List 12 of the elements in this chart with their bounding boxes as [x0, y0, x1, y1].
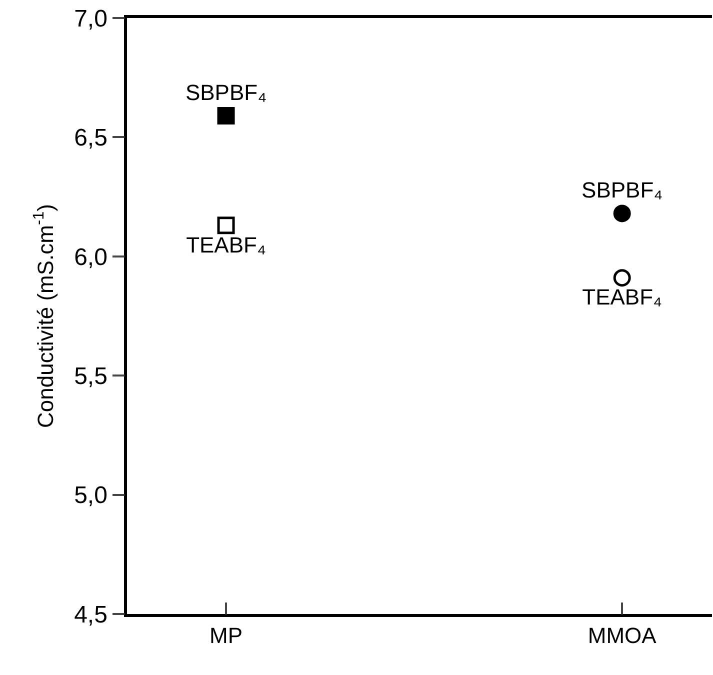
y-tick-label: 6,0 — [74, 244, 108, 271]
series-label: TEABF₄ — [186, 232, 266, 258]
x-tick-label: MMOA — [588, 623, 657, 648]
series-label: SBPBF₄ — [185, 80, 267, 105]
y-tick-label: 7,0 — [74, 5, 108, 32]
y-tick-label: 6,5 — [74, 124, 108, 152]
y-tick-label: 4,5 — [74, 601, 108, 628]
y-tick-label: 5,0 — [74, 482, 108, 510]
series-label: SBPBF₄ — [582, 178, 663, 203]
series-label: TEABF₄ — [582, 284, 662, 310]
y-tick-label: 5,5 — [74, 363, 108, 390]
x-tick-label: MP — [210, 623, 243, 648]
